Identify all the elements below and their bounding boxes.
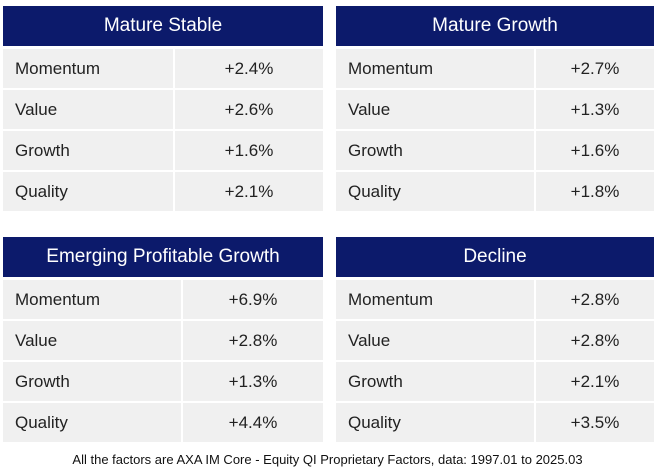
factor-label: Momentum: [336, 280, 534, 319]
factor-label: Growth: [3, 131, 173, 170]
factor-value: +2.1%: [536, 362, 654, 401]
factor-value: +2.4%: [175, 49, 323, 88]
factor-label: Value: [3, 321, 181, 360]
table: Mature Growth Momentum +2.7% Value +1.3% Grow…: [336, 6, 654, 212]
footnote: All the factors are AXA IM Core - Equity…: [72, 452, 583, 467]
factor-value: +1.8%: [536, 172, 654, 211]
factor-label: Value: [3, 90, 173, 129]
factor-value: +3.5%: [536, 403, 654, 442]
factor-value: +1.6%: [536, 131, 654, 170]
factor-value: +1.3%: [536, 90, 654, 129]
factor-value: +2.6%: [175, 90, 323, 129]
table: Decline Momentum +2.8% Value +2.8% Growth +2.1…: [336, 237, 654, 443]
factor-label: Quality: [3, 172, 173, 211]
table: Mature Stable Momentum +2.4% Value +2.6% Grow…: [3, 6, 323, 212]
table: Emerging Profitable Growth Momentum +6.9% V…: [3, 237, 323, 443]
factor-value: +2.8%: [183, 321, 323, 360]
factor-value: +2.8%: [536, 280, 654, 319]
factor-label: Momentum: [3, 49, 173, 88]
factor-label: Value: [336, 90, 534, 129]
factor-value: +4.4%: [183, 403, 323, 442]
factor-label: Momentum: [336, 49, 534, 88]
factor-label: Momentum: [3, 280, 181, 319]
factor-label: Value: [336, 321, 534, 360]
table-title: Mature Growth: [336, 6, 654, 46]
factor-label: Growth: [336, 131, 534, 170]
table-title: Mature Stable: [3, 6, 323, 46]
factor-value: +2.7%: [536, 49, 654, 88]
factor-label: Quality: [336, 172, 534, 211]
factor-value: +6.9%: [183, 280, 323, 319]
factor-value: +1.3%: [183, 362, 323, 401]
factor-label: Growth: [3, 362, 181, 401]
table-title: Decline: [336, 237, 654, 277]
factor-value: +2.8%: [536, 321, 654, 360]
factor-value: +1.6%: [175, 131, 323, 170]
factor-label: Quality: [336, 403, 534, 442]
factor-value: +2.1%: [175, 172, 323, 211]
factor-label: Quality: [3, 403, 181, 442]
table-title: Emerging Profitable Growth: [3, 237, 323, 277]
factor-label: Growth: [336, 362, 534, 401]
